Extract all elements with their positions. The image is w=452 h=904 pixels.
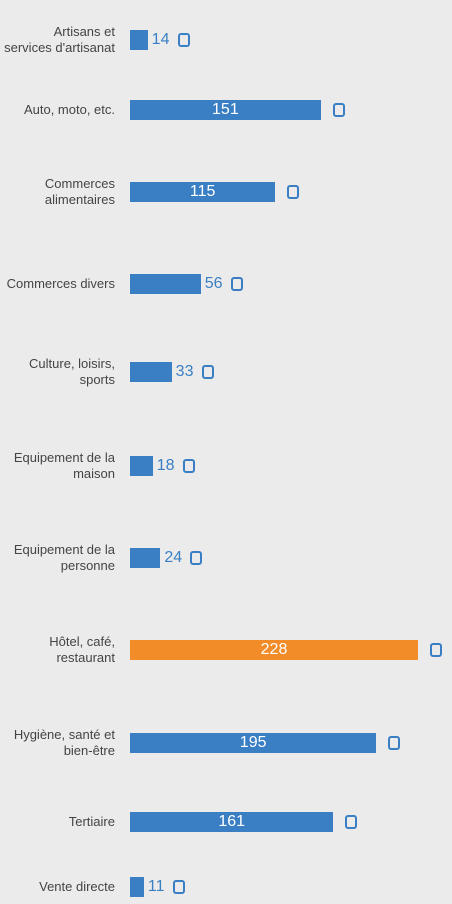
- category-label: Vente directe: [39, 879, 115, 894]
- bar: [130, 182, 276, 202]
- bar: [130, 100, 321, 120]
- bar: [130, 877, 144, 897]
- bar: [130, 362, 172, 382]
- value-label: 24: [164, 549, 183, 566]
- value-label: 151: [212, 101, 239, 118]
- value-label: 195: [239, 734, 267, 751]
- icon: [332, 103, 345, 117]
- value-label: 56: [204, 275, 223, 292]
- icon: [430, 643, 442, 657]
- category-label: Culture, loisirs, sports: [29, 356, 115, 387]
- category-label: Commerces alimentaires: [44, 176, 115, 207]
- category-label: Artisans et services d'artisanat: [4, 24, 115, 55]
- value-label: 11: [147, 878, 165, 895]
- icon: [345, 815, 358, 829]
- category-label: Equipement de la personne: [13, 542, 115, 573]
- category-label: Auto, moto, etc.: [23, 102, 115, 117]
- category-label: Tertiaire: [68, 814, 115, 829]
- bar: [130, 733, 377, 753]
- value-label: 115: [189, 183, 216, 200]
- icon: [230, 277, 243, 291]
- category-label: Equipement de la maison: [13, 450, 115, 481]
- bar: [130, 30, 148, 50]
- bar: [130, 812, 334, 832]
- category-label: Hôtel, café, restaurant: [49, 634, 115, 665]
- category-label: Hygiène, santé et bien-être: [13, 727, 115, 758]
- value-label: 14: [151, 31, 170, 48]
- bar: [130, 274, 201, 294]
- category-label: Commerces divers: [6, 276, 115, 291]
- icon: [190, 551, 203, 565]
- bar: [130, 640, 418, 660]
- value-label: 18: [156, 457, 175, 474]
- icon: [177, 33, 190, 47]
- icon: [182, 459, 195, 473]
- value-label: 33: [175, 363, 194, 380]
- bar: [130, 456, 153, 476]
- bar: [130, 548, 161, 568]
- value-label: 228: [260, 641, 288, 658]
- value-label: 161: [218, 813, 246, 830]
- icon: [172, 880, 185, 894]
- icon: [287, 185, 300, 199]
- icon: [388, 736, 401, 750]
- icon: [201, 365, 214, 379]
